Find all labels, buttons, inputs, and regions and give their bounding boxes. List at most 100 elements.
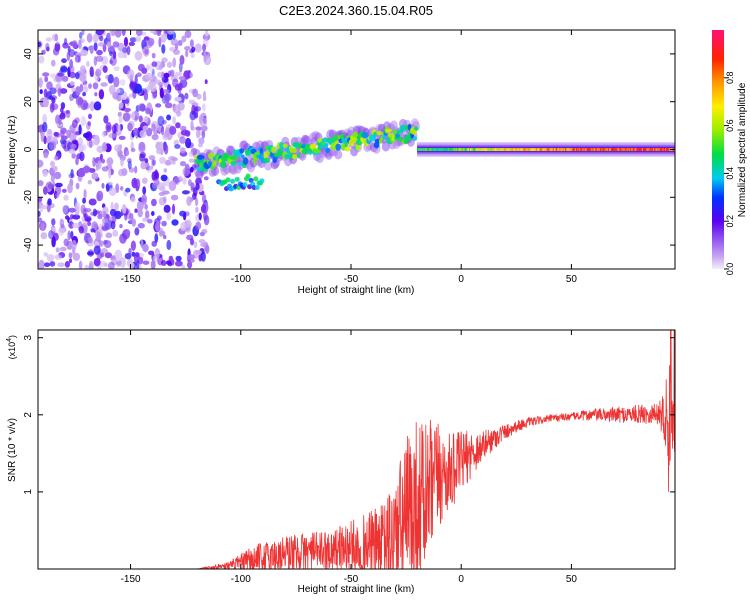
spectrogram-noise-cell	[118, 115, 123, 124]
spectrogram-steady-line-cell	[545, 148, 547, 151]
spectrogram-steady-line-cell	[430, 148, 432, 151]
spectrogram-noise-cell	[174, 144, 181, 149]
spectrogram-rising-band-cell	[196, 154, 205, 160]
spectrogram-noise-cell	[57, 262, 65, 268]
spectrogram-steady-line-cell	[424, 148, 427, 151]
spectrogram-noise-cell	[61, 75, 69, 82]
spectrogram-steady-line-cell	[421, 148, 423, 151]
spectrogram-rising-band-cell	[241, 154, 245, 159]
spectrogram-noise-cell	[119, 102, 124, 109]
spectrogram-steady-line-cell	[585, 148, 587, 151]
spectrogram-noise-cell	[156, 215, 162, 221]
spectrogram-steady-line-cell	[485, 148, 487, 151]
spectrogram-noise-cell	[142, 260, 150, 265]
colorbar-tick-label: 0.4	[725, 167, 735, 180]
spectrogram-noise-cell	[62, 205, 68, 214]
spectrogram-steady-line-cell	[461, 148, 463, 151]
spectrogram-steady-line-cell	[459, 148, 461, 151]
spectrogram-rising-band-cell	[213, 159, 217, 166]
spectrogram-steady-line-cell	[522, 148, 525, 151]
spectrogram-steady-line-cell	[508, 148, 510, 151]
spectrogram-steady-line-cell	[488, 148, 490, 151]
spectrogram-noise-cell	[107, 261, 115, 269]
spectrogram-noise-cell	[163, 144, 169, 155]
spectrogram-noise-cell	[70, 168, 74, 179]
spectrogram-noise-cell	[46, 81, 53, 90]
spectrogram-noise-cell	[152, 159, 156, 166]
spectrogram-noise-cell	[202, 103, 206, 112]
spectrogram-steady-line-cell	[554, 148, 557, 151]
spectrogram-noise-cell	[131, 112, 136, 120]
spectrogram-noise-cell	[117, 42, 125, 52]
spectrogram-noise-cell	[174, 96, 182, 102]
spectrogram-steady-line-cell	[551, 148, 553, 151]
spectrogram-noise-cell	[159, 230, 166, 236]
spectrogram-steady-line-cell	[655, 148, 657, 151]
spectrogram-noise-cell	[112, 41, 120, 48]
spectrogram-noise-cell	[122, 112, 131, 122]
spectrogram-noise-cell	[182, 177, 187, 185]
spectrogram-steady-line-cell	[601, 148, 603, 151]
spectrogram-noise-cell	[83, 213, 88, 219]
spectrogram-steady-line-cell	[668, 148, 670, 151]
spectrogram-rising-band-cell	[238, 161, 242, 167]
spectrogram-noise-cell	[138, 253, 145, 258]
spectrogram-steady-line-cell	[630, 148, 633, 151]
spectrogram-noise-cell	[87, 121, 91, 127]
snr-x-label: Height of straight line (km)	[298, 584, 415, 595]
spectrogram-noise-cell	[175, 255, 182, 262]
spectrogram-steady-line-cell	[423, 148, 425, 151]
spectrogram-noise-cell	[189, 110, 197, 121]
spectrogram-noise-cell	[86, 33, 93, 43]
spectrogram-noise-cell	[75, 86, 81, 96]
spectrogram-noise-cell	[96, 145, 105, 153]
spectrogram-steady-line-cell	[477, 148, 479, 151]
spectrogram-noise-cell	[38, 210, 41, 217]
spectrogram-noise-cell	[190, 120, 194, 131]
spectrogram-lower-branch-cell	[248, 177, 254, 183]
spectrogram-steady-line-cell	[494, 148, 496, 151]
spectrogram-steady-line-cell	[635, 148, 637, 151]
spectrogram-noise-cell	[74, 55, 81, 63]
spectrogram-noise-cell	[154, 233, 159, 243]
spectrogram-noise-cell	[201, 203, 207, 212]
spectrogram-noise-cell	[121, 168, 128, 176]
spectrogram-noise-cell	[49, 102, 55, 113]
spectrogram-steady-line-cell	[481, 148, 483, 151]
spectrogram-steady-line-cell	[420, 148, 422, 151]
spectrogram-steady-line-cell	[667, 148, 669, 151]
spectrogram-noise-cell	[92, 82, 99, 90]
spectrogram-steady-line-cell	[660, 148, 662, 151]
spectrogram-noise-cell	[180, 221, 187, 231]
spectrogram-steady-line-cell	[510, 148, 513, 151]
colorbar-tick-label: 0.8	[725, 72, 735, 85]
spectrogram-noise-cell	[89, 66, 94, 77]
spectrogram-noise-cell	[133, 127, 139, 136]
spectrogram-noise-cell	[116, 260, 122, 266]
spectrogram-steady-line-cell	[506, 148, 508, 151]
spectrogram-noise-cell	[106, 157, 114, 166]
spectrogram-steady-line-cell	[419, 148, 421, 151]
spectrogram-rising-band-cell	[361, 131, 369, 139]
spectrogram-noise-cell	[78, 143, 84, 154]
spectrogram-rising-band-cell	[344, 140, 348, 148]
spectrogram-noise-cell	[178, 175, 183, 180]
spectrogram-noise-cell	[153, 130, 158, 136]
spectrogram-noise-cell	[38, 77, 43, 88]
spectrogram-rising-band-cell	[264, 160, 273, 171]
spectrogram-noise-cell	[159, 156, 166, 164]
spectrogram-steady-line-cell	[439, 148, 441, 151]
spectrogram-noise-cell	[172, 57, 177, 68]
snr-y-tick-label: 1	[23, 489, 34, 495]
spectrogram-noise-cell	[105, 121, 112, 133]
spectrogram-steady-line-cell	[654, 148, 656, 151]
spectrogram-noise-cell	[105, 74, 109, 80]
spectrogram-noise-cell	[180, 147, 186, 154]
spectrogram-steady-line-cell	[528, 148, 530, 151]
spectrogram-steady-line-cell	[583, 148, 585, 151]
spectrogram-rising-band-cell	[207, 161, 213, 167]
spectrogram-noise-cell	[198, 239, 206, 244]
spectrogram-noise-cell	[74, 201, 80, 211]
spectrogram-steady-line-cell	[613, 148, 615, 151]
spectrogram-steady-line-cell	[486, 148, 488, 151]
